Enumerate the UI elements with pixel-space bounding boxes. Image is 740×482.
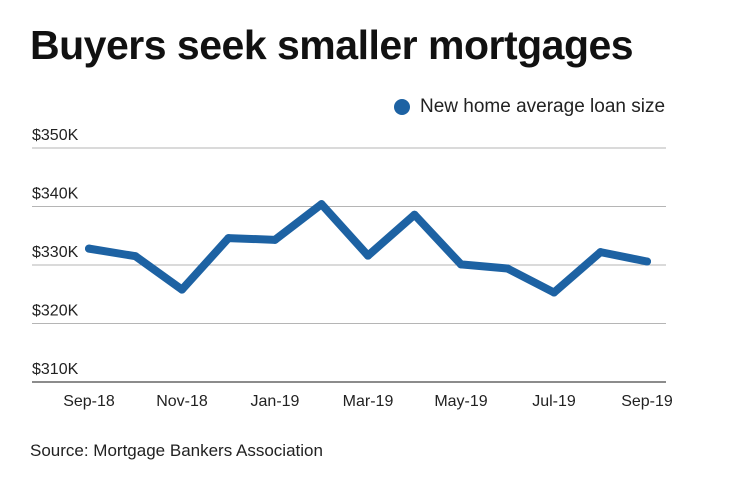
y-tick-label: $310K: [32, 361, 79, 378]
data-point: [457, 260, 465, 269]
y-axis-labels: $350K $340K $330K $320K $310K: [32, 127, 79, 378]
data-point: [550, 288, 558, 297]
legend-label: New home average loan size: [420, 96, 666, 117]
x-tick-label: May-19: [434, 393, 487, 410]
x-tick-label: Sep-19: [621, 393, 673, 410]
x-tick-label: Jan-19: [251, 393, 300, 410]
y-tick-label: $340K: [32, 186, 79, 203]
data-point: [503, 264, 512, 273]
x-tick-label: Sep-18: [63, 393, 115, 410]
x-axis-labels: Sep-18 Nov-18 Jan-19 Mar-19 May-19 Jul-19 Sep-…: [63, 393, 673, 410]
gridlines: [32, 147, 666, 383]
data-point: [643, 257, 651, 266]
data-point: [317, 200, 326, 209]
chart-title: Buyers seek smaller mortgages: [30, 22, 634, 68]
data-point: [224, 234, 233, 243]
data-point: [178, 285, 186, 294]
legend-marker: [394, 99, 410, 115]
data-point: [364, 251, 372, 260]
x-tick-label: Nov-18: [156, 393, 208, 410]
source-note: Source: Mortgage Bankers Association: [30, 441, 323, 460]
x-tick-label: Mar-19: [343, 393, 394, 410]
y-tick-label: $350K: [32, 127, 79, 144]
data-point: [131, 252, 140, 261]
data-point: [85, 244, 93, 253]
y-tick-label: $330K: [32, 244, 79, 261]
data-point: [596, 248, 605, 257]
data-point: [410, 210, 419, 219]
legend: New home average loan size: [394, 96, 665, 118]
series-layer: [85, 200, 651, 297]
x-tick-label: Jul-19: [532, 393, 576, 410]
series-line-loan-size: [85, 200, 651, 297]
data-point: [271, 235, 279, 244]
y-tick-label: $320K: [32, 303, 79, 320]
